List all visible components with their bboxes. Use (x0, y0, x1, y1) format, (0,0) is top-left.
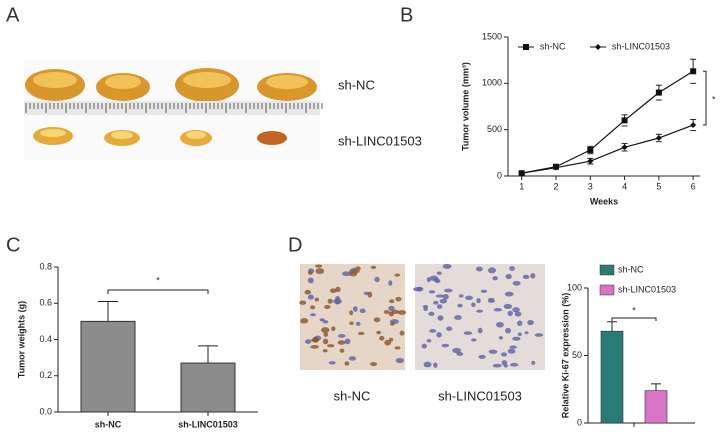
marker (655, 135, 662, 142)
y-tick-label: 0.0 (39, 406, 52, 416)
annotation: * (156, 275, 160, 285)
marker (553, 164, 559, 171)
annotation: * (712, 95, 716, 105)
x-tick-label: 3 (588, 181, 593, 191)
x-tick-label: sh-LINC01503 (178, 419, 238, 429)
tumor-photo (24, 60, 323, 160)
x-tick-label: 5 (656, 181, 661, 191)
legend-swatch (599, 284, 615, 296)
marker (587, 158, 594, 165)
bar (180, 362, 236, 413)
y-tick-label: 1500 (482, 31, 502, 41)
y-tick-label: 50 (572, 350, 582, 360)
legend-swatch (599, 264, 615, 276)
image-label: sh-NC (334, 388, 371, 403)
panel-label: A (6, 4, 20, 26)
y-tick-label: 0 (497, 170, 502, 180)
y-tick-label: 0.6 (39, 298, 52, 308)
legend-label: sh-NC (540, 41, 566, 51)
bar (644, 390, 668, 424)
significance-bracket (107, 289, 209, 294)
significance-bracket (703, 70, 707, 126)
y-tick-label: 0.4 (39, 334, 52, 344)
ihc-image (299, 263, 545, 370)
bar (80, 320, 136, 413)
significance-bracket (611, 317, 657, 321)
y-tick-label: 0.2 (39, 370, 52, 380)
x-tick-label: 4 (622, 181, 627, 191)
y-tick-label: 100 (567, 282, 582, 292)
y-tick-label: 500 (487, 124, 502, 134)
x-axis-label: Weeks (590, 196, 618, 206)
image-label: sh-LINC01503 (438, 388, 522, 403)
marker (655, 89, 662, 96)
bar (600, 330, 624, 424)
marker (690, 122, 697, 129)
marker (621, 144, 628, 151)
y-tick-label: 0.8 (39, 261, 52, 271)
annotation: * (632, 305, 636, 315)
y-axis-label: Tumor weights (g) (16, 301, 26, 378)
y-tick-label: 1000 (482, 78, 502, 88)
marker (523, 44, 529, 50)
y-tick-label: 0 (577, 417, 582, 427)
series-line (521, 124, 694, 174)
marker (621, 117, 628, 124)
legend-label: sh-LINC01503 (612, 41, 670, 51)
panel-label: D (288, 234, 302, 256)
x-tick-label: 6 (691, 181, 696, 191)
panel-label: C (6, 234, 20, 256)
marker (518, 170, 525, 177)
panel-label: B (400, 4, 413, 26)
x-tick-label: sh-NC (95, 419, 122, 429)
legend-label: sh-NC (618, 264, 644, 274)
y-axis-label: Relative Ki-67 expression (%) (560, 293, 570, 419)
marker (690, 68, 697, 75)
y-axis-label: Tumor volume (mm³) (460, 62, 470, 151)
x-tick-label: 2 (553, 181, 558, 191)
series-line (521, 70, 694, 174)
legend-label: sh-LINC01503 (618, 284, 676, 294)
row-label: sh-LINC01503 (338, 133, 422, 148)
marker (587, 147, 594, 154)
row-label: sh-NC (338, 77, 375, 92)
marker (595, 44, 601, 50)
x-tick-label: 1 (519, 181, 524, 191)
